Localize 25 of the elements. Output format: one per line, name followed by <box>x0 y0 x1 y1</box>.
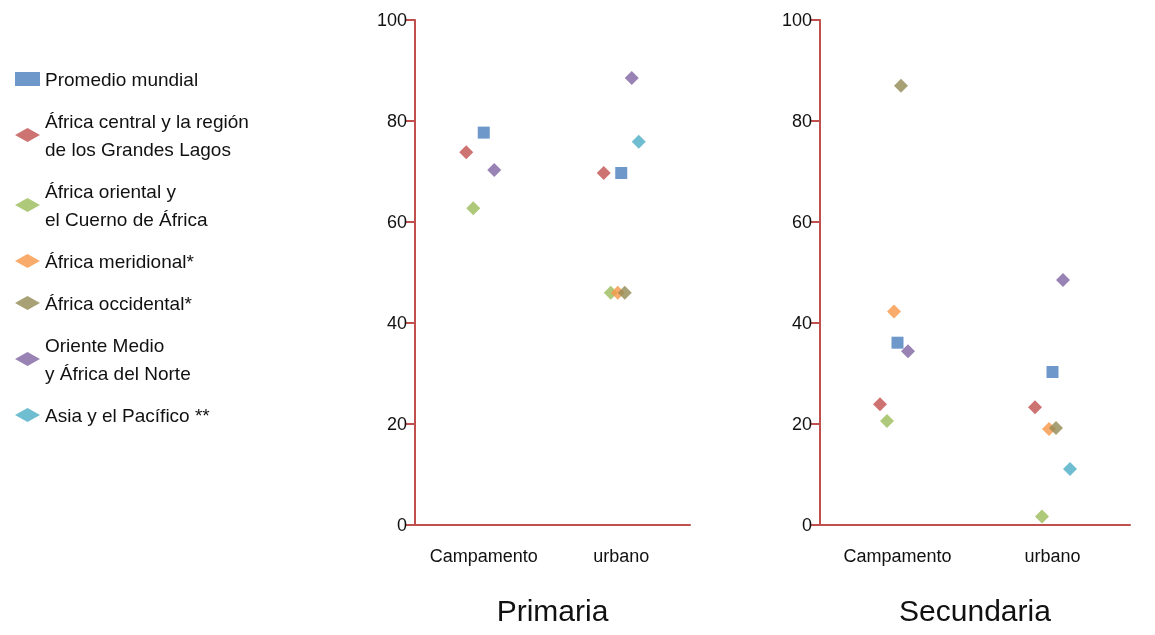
y-tick-label: 20 <box>386 414 407 434</box>
legend-label: Oriente Medio y África del Norte <box>45 334 191 384</box>
x-tick-label: Campamento <box>843 546 952 566</box>
y-tick-label: 40 <box>386 313 407 333</box>
x-tick-label: urbano <box>1024 546 1081 566</box>
y-tick-label: 0 <box>396 515 407 535</box>
y-tick-label: 100 <box>781 10 812 30</box>
y-tick-label: 60 <box>386 212 407 232</box>
legend-label: África central y la región de los Grandes Lagos <box>45 110 249 160</box>
y-tick-label: 20 <box>791 414 812 434</box>
y-tick-label: 100 <box>376 10 407 30</box>
y-tick-label: 60 <box>791 212 812 232</box>
y-tick-label: 80 <box>386 111 407 131</box>
legend-label: África occidental* <box>45 292 193 314</box>
x-axis-title: Primaria <box>496 593 609 627</box>
x-axis-title: Secundaria <box>899 593 1052 627</box>
x-tick-label: urbano <box>593 546 650 566</box>
y-tick-label: 40 <box>791 313 812 333</box>
legend-label: Promedio mundial <box>45 68 199 90</box>
legend-label: Asia y el Pacífico ** <box>45 404 211 426</box>
legend-label: África meridional* <box>45 250 195 272</box>
x-tick-label: Campamento <box>429 546 538 566</box>
y-tick-label: 80 <box>791 111 812 131</box>
y-tick-label: 0 <box>801 515 812 535</box>
legend-label: África oriental y el Cuerno de África <box>45 180 209 230</box>
